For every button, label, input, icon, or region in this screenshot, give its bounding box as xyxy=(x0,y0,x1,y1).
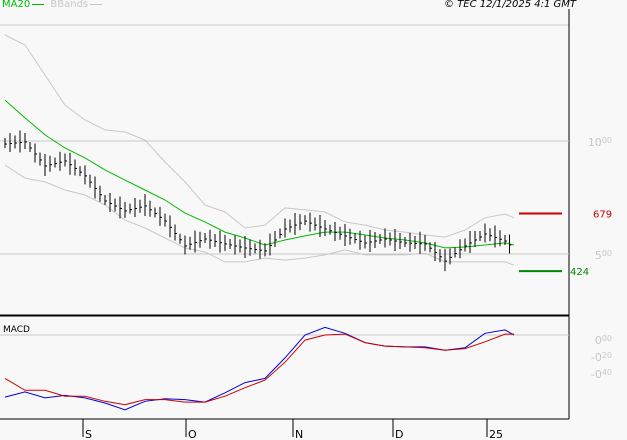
bband-upper-line xyxy=(4,34,515,238)
level-label: 679 xyxy=(593,210,612,221)
x-tick-label: S xyxy=(85,428,92,440)
bband-lower-line xyxy=(4,164,515,266)
legend: MA20 BBands xyxy=(2,0,103,10)
macd-title: MACD xyxy=(3,325,30,335)
macd-tick-label: -020 xyxy=(591,351,612,364)
x-tick-label: 25 xyxy=(489,428,503,440)
x-tick-label: N xyxy=(295,428,303,440)
macd-tick-label: -040 xyxy=(591,368,612,381)
x-tick-label: D xyxy=(395,428,403,440)
legend-ma20-swatch xyxy=(32,3,45,5)
macd-signal-line xyxy=(4,333,514,406)
legend-ma20: MA20 xyxy=(2,0,31,10)
macd-tick-label: 000 xyxy=(595,334,612,347)
price-tick-label: 500 xyxy=(595,249,612,262)
macd-line xyxy=(4,326,515,411)
copyright: © TEC 12/1/2025 4:1 GMT xyxy=(444,0,576,10)
level-label: 424 xyxy=(570,267,589,278)
legend-bbands: BBands xyxy=(50,0,89,10)
x-tick-label: O xyxy=(188,428,197,440)
legend-bbands-swatch xyxy=(90,3,103,5)
price-tick-label: 1000 xyxy=(588,136,612,149)
